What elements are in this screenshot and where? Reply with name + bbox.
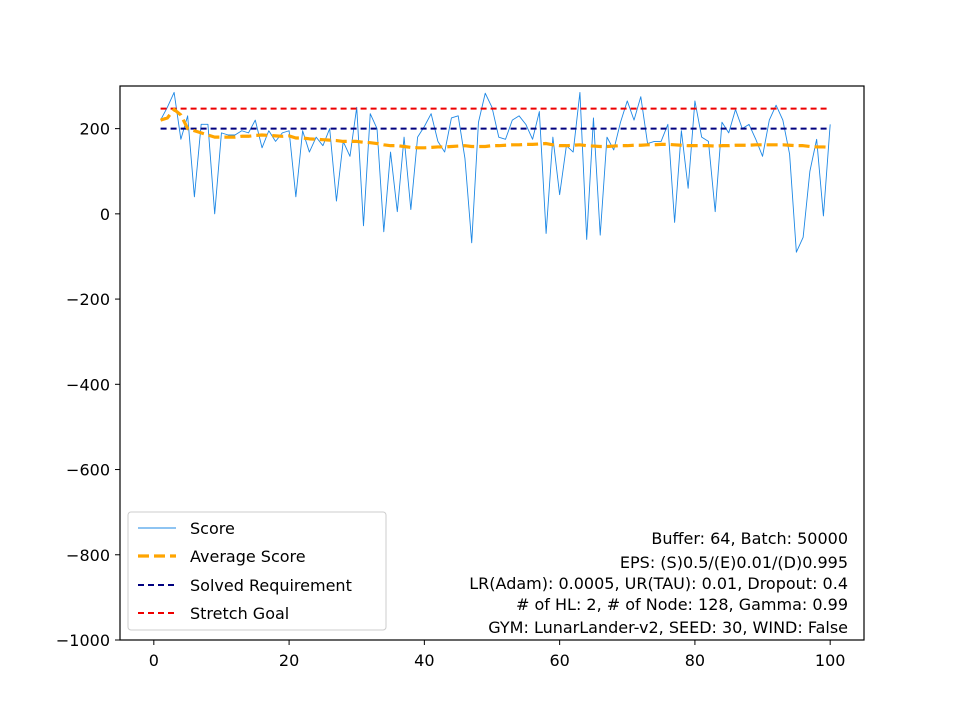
legend-solved-label: Solved Requirement (190, 576, 352, 595)
x-tick-label: 40 (414, 651, 434, 670)
x-tick-label: 60 (549, 651, 569, 670)
y-tick-label: 0 (100, 205, 110, 224)
series-score-line (160, 91, 831, 253)
annotation-block: Buffer: 64, Batch: 50000 EPS: (S)0.5/(E)… (469, 529, 848, 637)
y-tick-label: −400 (66, 375, 110, 394)
x-tick-label: 20 (279, 651, 299, 670)
legend-score-label: Score (190, 519, 235, 538)
series-average-score-line (160, 107, 831, 150)
annotation-buffer: Buffer: 64, Batch: 50000 (651, 529, 848, 548)
plot-frame (119, 85, 865, 641)
legend: Score Average Score Solved Requirement S… (127, 511, 387, 631)
x-tick-label: 100 (815, 651, 846, 670)
annotation-layers: # of HL: 2, # of Node: 128, Gamma: 0.99 (516, 595, 848, 614)
plot-area (160, 91, 831, 253)
legend-box (127, 511, 387, 631)
annotation-gym: GYM: LunarLander-v2, SEED: 30, WIND: Fal… (488, 618, 848, 637)
legend-average-label: Average Score (190, 547, 306, 566)
x-tick-label: 0 (149, 651, 159, 670)
annotation-lr: LR(Adam): 0.0005, UR(TAU): 0.01, Dropout… (469, 574, 848, 593)
y-tick-label: −1000 (56, 631, 110, 650)
y-tick-label: −600 (66, 461, 110, 480)
y-tick-label: −200 (66, 290, 110, 309)
legend-stretch-label: Stretch Goal (190, 604, 289, 623)
y-tick-label: 200 (79, 120, 110, 139)
annotation-eps: EPS: (S)0.5/(E)0.01/(D)0.995 (620, 553, 848, 572)
axes: 0 20 40 60 80 100 −1000 −800 −600 −400 −200 0 200 (56, 120, 846, 670)
x-tick-label: 80 (685, 651, 705, 670)
y-tick-label: −800 (66, 546, 110, 565)
